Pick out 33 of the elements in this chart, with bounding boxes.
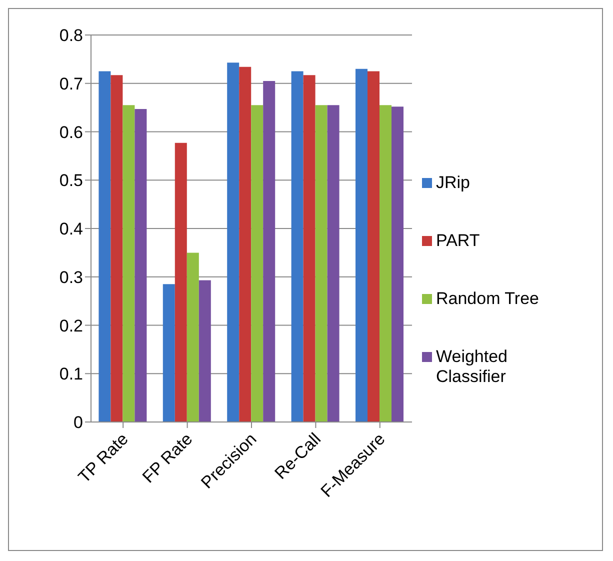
y-tick-label: 0.2 <box>59 316 83 336</box>
bar <box>291 71 304 422</box>
bar <box>251 105 264 422</box>
bar <box>122 105 135 422</box>
bar <box>315 105 328 422</box>
bar <box>227 62 240 422</box>
bar <box>327 105 340 422</box>
y-tick-label: 0.3 <box>59 268 83 287</box>
bar <box>380 105 392 422</box>
y-tick-label: 0.8 <box>59 26 83 46</box>
bar <box>134 109 147 422</box>
y-tick-label: 0.6 <box>59 122 83 142</box>
legend-label: PART <box>436 230 480 250</box>
bar <box>110 75 123 422</box>
bar <box>368 71 380 422</box>
bar <box>186 252 199 422</box>
bar <box>239 66 252 422</box>
y-tick-label: 0.4 <box>59 220 83 239</box>
bar <box>98 71 111 422</box>
bar <box>174 142 187 422</box>
bar <box>392 106 404 422</box>
legend-label: Random Tree <box>436 288 539 308</box>
legend-label: Weighted Classifier <box>436 346 509 386</box>
legend-label: JRip <box>436 172 470 192</box>
bar <box>198 280 211 422</box>
bar <box>356 68 368 422</box>
y-tick-label: 0.5 <box>59 171 83 190</box>
y-tick-label: 0 <box>74 413 83 432</box>
y-tick-label: 0.7 <box>59 74 83 94</box>
y-tick-label: 0.1 <box>59 364 83 384</box>
bar <box>162 284 175 422</box>
bar <box>303 75 316 422</box>
bar <box>263 80 276 422</box>
